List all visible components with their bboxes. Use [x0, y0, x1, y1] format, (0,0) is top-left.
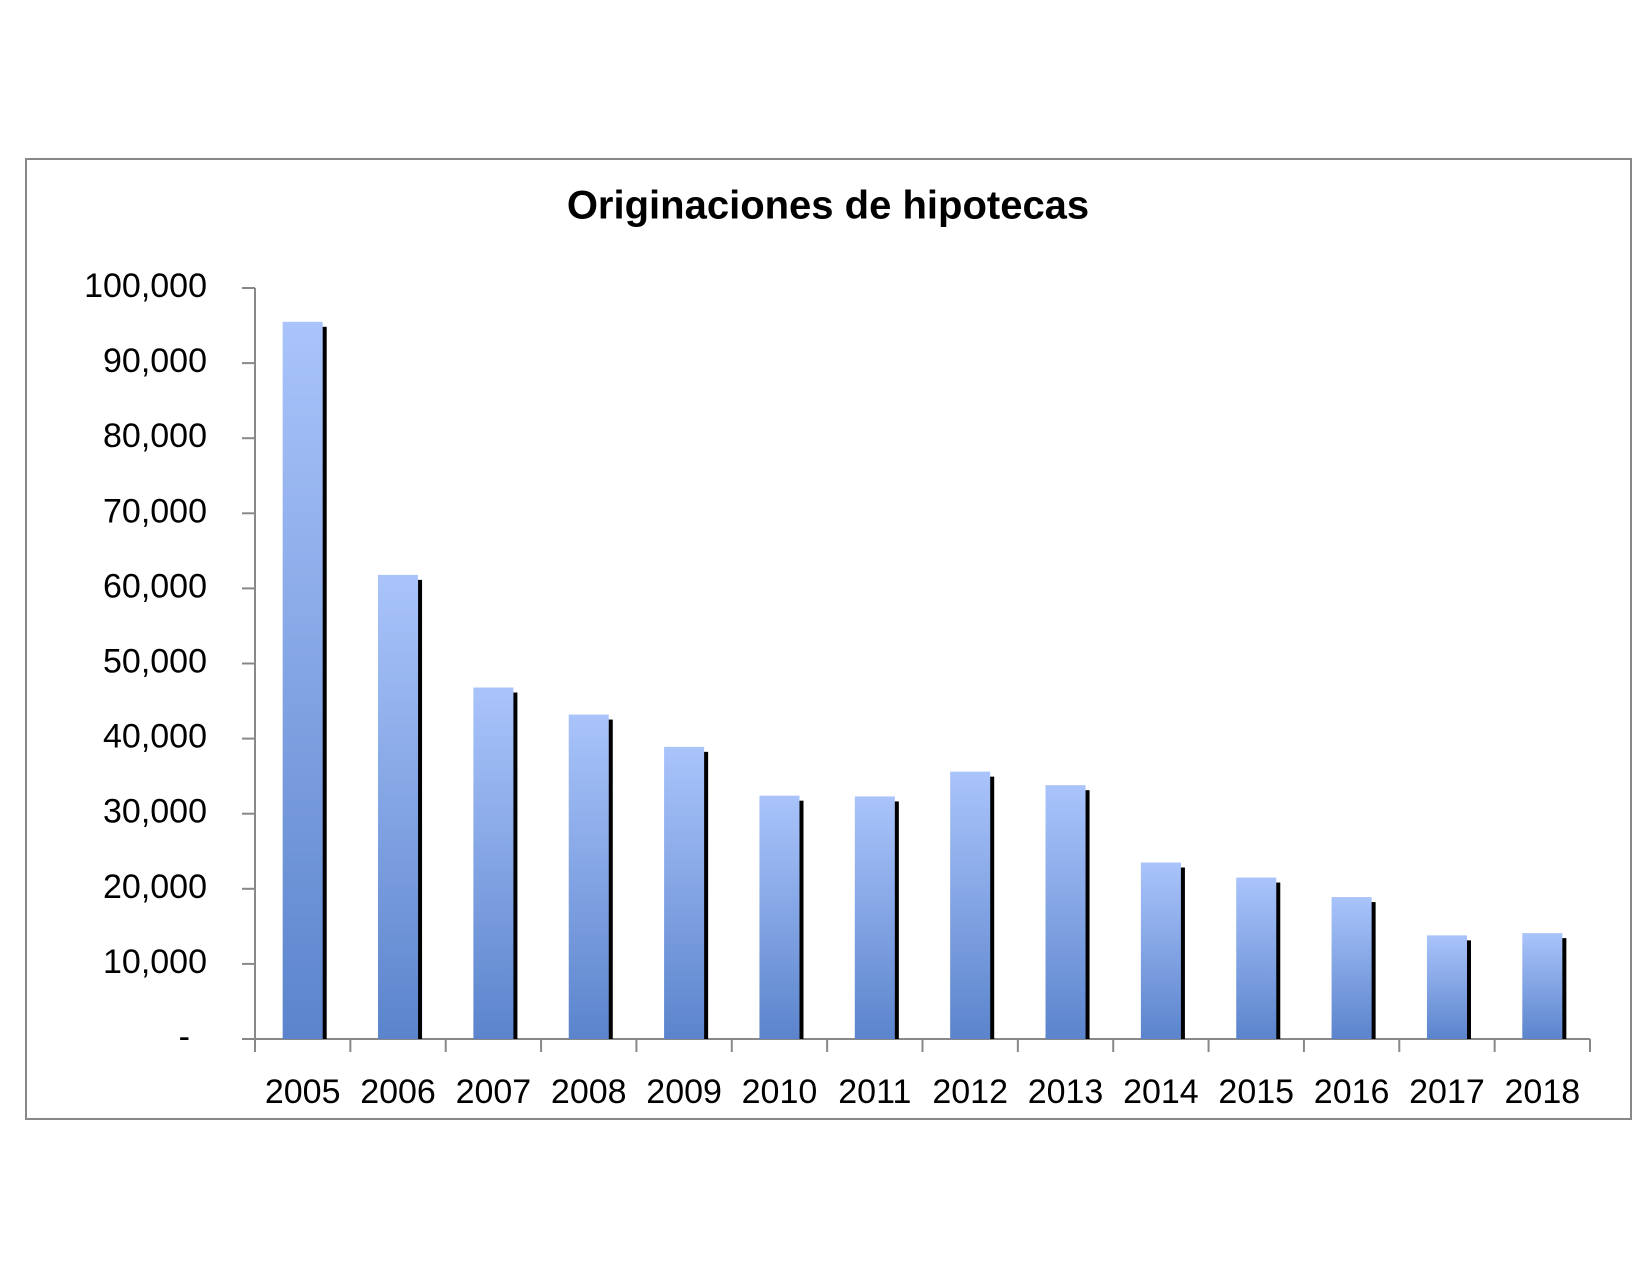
x-tick-label: 2017 [1409, 1073, 1485, 1111]
bar [1331, 897, 1372, 1039]
y-tick-label: 50,000 [103, 642, 207, 680]
x-tick-label: 2009 [646, 1073, 722, 1111]
bar [568, 714, 609, 1039]
y-tick-label: 60,000 [103, 567, 207, 605]
bar [759, 795, 800, 1039]
x-tick-label: 2011 [838, 1073, 911, 1111]
bar [950, 771, 991, 1039]
x-tick-label: 2005 [265, 1073, 341, 1111]
bar [1140, 862, 1181, 1039]
bar [282, 321, 323, 1039]
bar [664, 746, 705, 1039]
bar [854, 796, 895, 1039]
x-tick-label: 2013 [1028, 1073, 1104, 1111]
y-tick-label: 100,000 [84, 267, 207, 305]
y-tick-label: 90,000 [103, 342, 207, 380]
x-tick-label: 2015 [1218, 1073, 1294, 1111]
y-tick-label: 40,000 [103, 718, 207, 756]
chart-title: Originaciones de hipotecas [567, 184, 1089, 228]
chart-frame [25, 158, 1632, 1120]
y-tick-label: 20,000 [103, 868, 207, 906]
x-tick-label: 2008 [551, 1073, 627, 1111]
y-tick-label: 30,000 [103, 793, 207, 831]
bar [1522, 933, 1563, 1039]
bar [1236, 877, 1277, 1039]
y-tick-label: 80,000 [103, 417, 207, 455]
y-tick-label: - [179, 1018, 190, 1056]
x-tick-label: 2014 [1123, 1073, 1199, 1111]
x-tick-label: 2016 [1314, 1073, 1390, 1111]
x-tick-label: 2007 [456, 1073, 532, 1111]
x-tick-label: 2010 [742, 1073, 818, 1111]
bar [1426, 935, 1467, 1039]
x-tick-label: 2018 [1505, 1073, 1581, 1111]
bar [378, 574, 419, 1039]
bar [1045, 785, 1086, 1039]
y-tick-label: 70,000 [103, 492, 207, 530]
x-tick-label: 2012 [932, 1073, 1008, 1111]
y-tick-label: 10,000 [103, 943, 207, 981]
x-tick-label: 2006 [360, 1073, 436, 1111]
bar [473, 687, 514, 1039]
